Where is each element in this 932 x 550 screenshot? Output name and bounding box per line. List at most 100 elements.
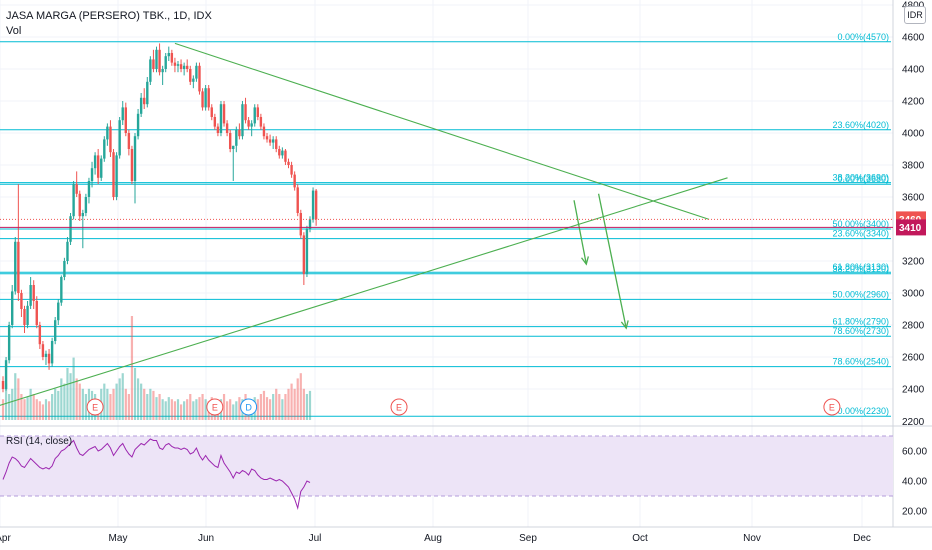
volume-bar [192,401,195,420]
fib-level-label: 0.00%(3680) [837,174,889,184]
candle-body [241,104,244,137]
volume-bar [189,394,192,420]
price-tick-label: 3200 [902,257,925,268]
candle-body [47,353,51,364]
volume-bar [290,383,293,420]
candle-body [198,65,201,92]
candle-body [118,120,121,156]
volume-bar [51,394,54,420]
volume-bar [140,383,143,420]
volume-bar [75,378,78,420]
candle-body [69,216,72,242]
volume-bar [130,316,134,420]
candle-body [4,360,8,389]
candle-body [311,190,315,220]
candle-body [139,97,143,114]
candle-body [164,56,167,69]
time-tick-label: Sep [519,533,537,544]
candle-body [63,261,66,277]
volume-bar [84,394,87,420]
volume-bar [259,394,262,420]
candle-body [38,325,42,345]
candle-body [44,353,48,357]
event-marker[interactable] [823,398,841,416]
candle-body [66,241,69,261]
volume-bar [158,394,161,420]
candle-body [143,97,146,105]
candle-body [103,139,106,159]
volume-bar [127,394,130,420]
candle-body [204,88,207,108]
volume-bar [183,401,186,420]
price-tick-label: 2400 [902,385,925,396]
volume-bar [256,399,259,420]
price-tick-label: 4000 [902,129,925,140]
candle-body [1,381,5,389]
volume-bar [143,388,146,420]
candle-body [20,293,23,309]
candle-body [293,174,296,188]
candle-body [213,117,217,127]
rsi-title: RSI (14, close) [6,436,72,447]
rsi-pane: RSI (14, close) [0,435,893,510]
candle-body [127,133,131,149]
candle-body [244,104,247,121]
volume-bar [173,401,177,420]
volume-bar [103,383,106,420]
time-tick-label: Aug [424,533,442,544]
currency-badge[interactable]: IDR [904,6,926,24]
price-label: 3410 [899,223,922,234]
candle-body [81,213,85,217]
candle-body [23,309,26,325]
price-axis[interactable]: 2400260028003000320034003600380040004200… [0,1,927,518]
candle-body [225,123,229,133]
candle-body [161,69,164,73]
candle-body [158,49,161,73]
volume-bar [296,378,299,420]
fib-level-label: 78.60%(2540) [832,357,889,367]
fib-level-label: 23.60%(4020) [832,120,889,130]
time-tick-label: May [109,533,128,544]
forecast-arrow [597,193,627,329]
candle-body [72,184,75,217]
candle-body [219,104,223,133]
candle-body [173,62,177,66]
event-marker[interactable] [86,398,104,416]
candle-body [149,59,152,82]
price-tick-label: 3000 [902,289,925,300]
candle-body [60,277,63,303]
candle-body [17,241,20,293]
candle-body [130,149,134,181]
candle-body [268,139,272,143]
event-marker[interactable] [206,398,224,416]
candle-body [216,126,220,133]
candle-body [176,64,180,66]
volume-bar [63,383,66,420]
volume-bar [69,373,72,420]
event-marker[interactable] [390,398,408,416]
candle-body [109,126,112,153]
chart-title: JASA MARGA (PERSERO) TBK., 1D, IDX [6,10,212,22]
fib-level-label: 78.60%(2730) [832,326,889,336]
volume-bar [26,397,29,420]
volume-label: Vol [6,25,22,37]
volume-bar [121,373,124,420]
candle-body [256,107,260,117]
volume-bar [81,388,84,420]
rsi-band [0,436,893,496]
price-tick-label: 2600 [902,353,925,364]
time-tick-label: Dec [853,533,871,544]
candle-body [75,184,78,194]
candle-body [284,150,287,162]
volume-bar [262,390,266,420]
time-axis[interactable]: Apr May Jun Jul Aug Sep Oct Nov Dec [0,533,871,544]
candle-body [278,149,281,156]
forecast-arrows [573,193,629,330]
trendlines [0,42,728,406]
fib-level-label: 38.20%(3120) [832,264,889,274]
event-marker[interactable] [240,398,258,416]
fib-level-label: 50.00%(2960) [832,289,889,299]
price-tick-label: 3600 [902,193,925,204]
